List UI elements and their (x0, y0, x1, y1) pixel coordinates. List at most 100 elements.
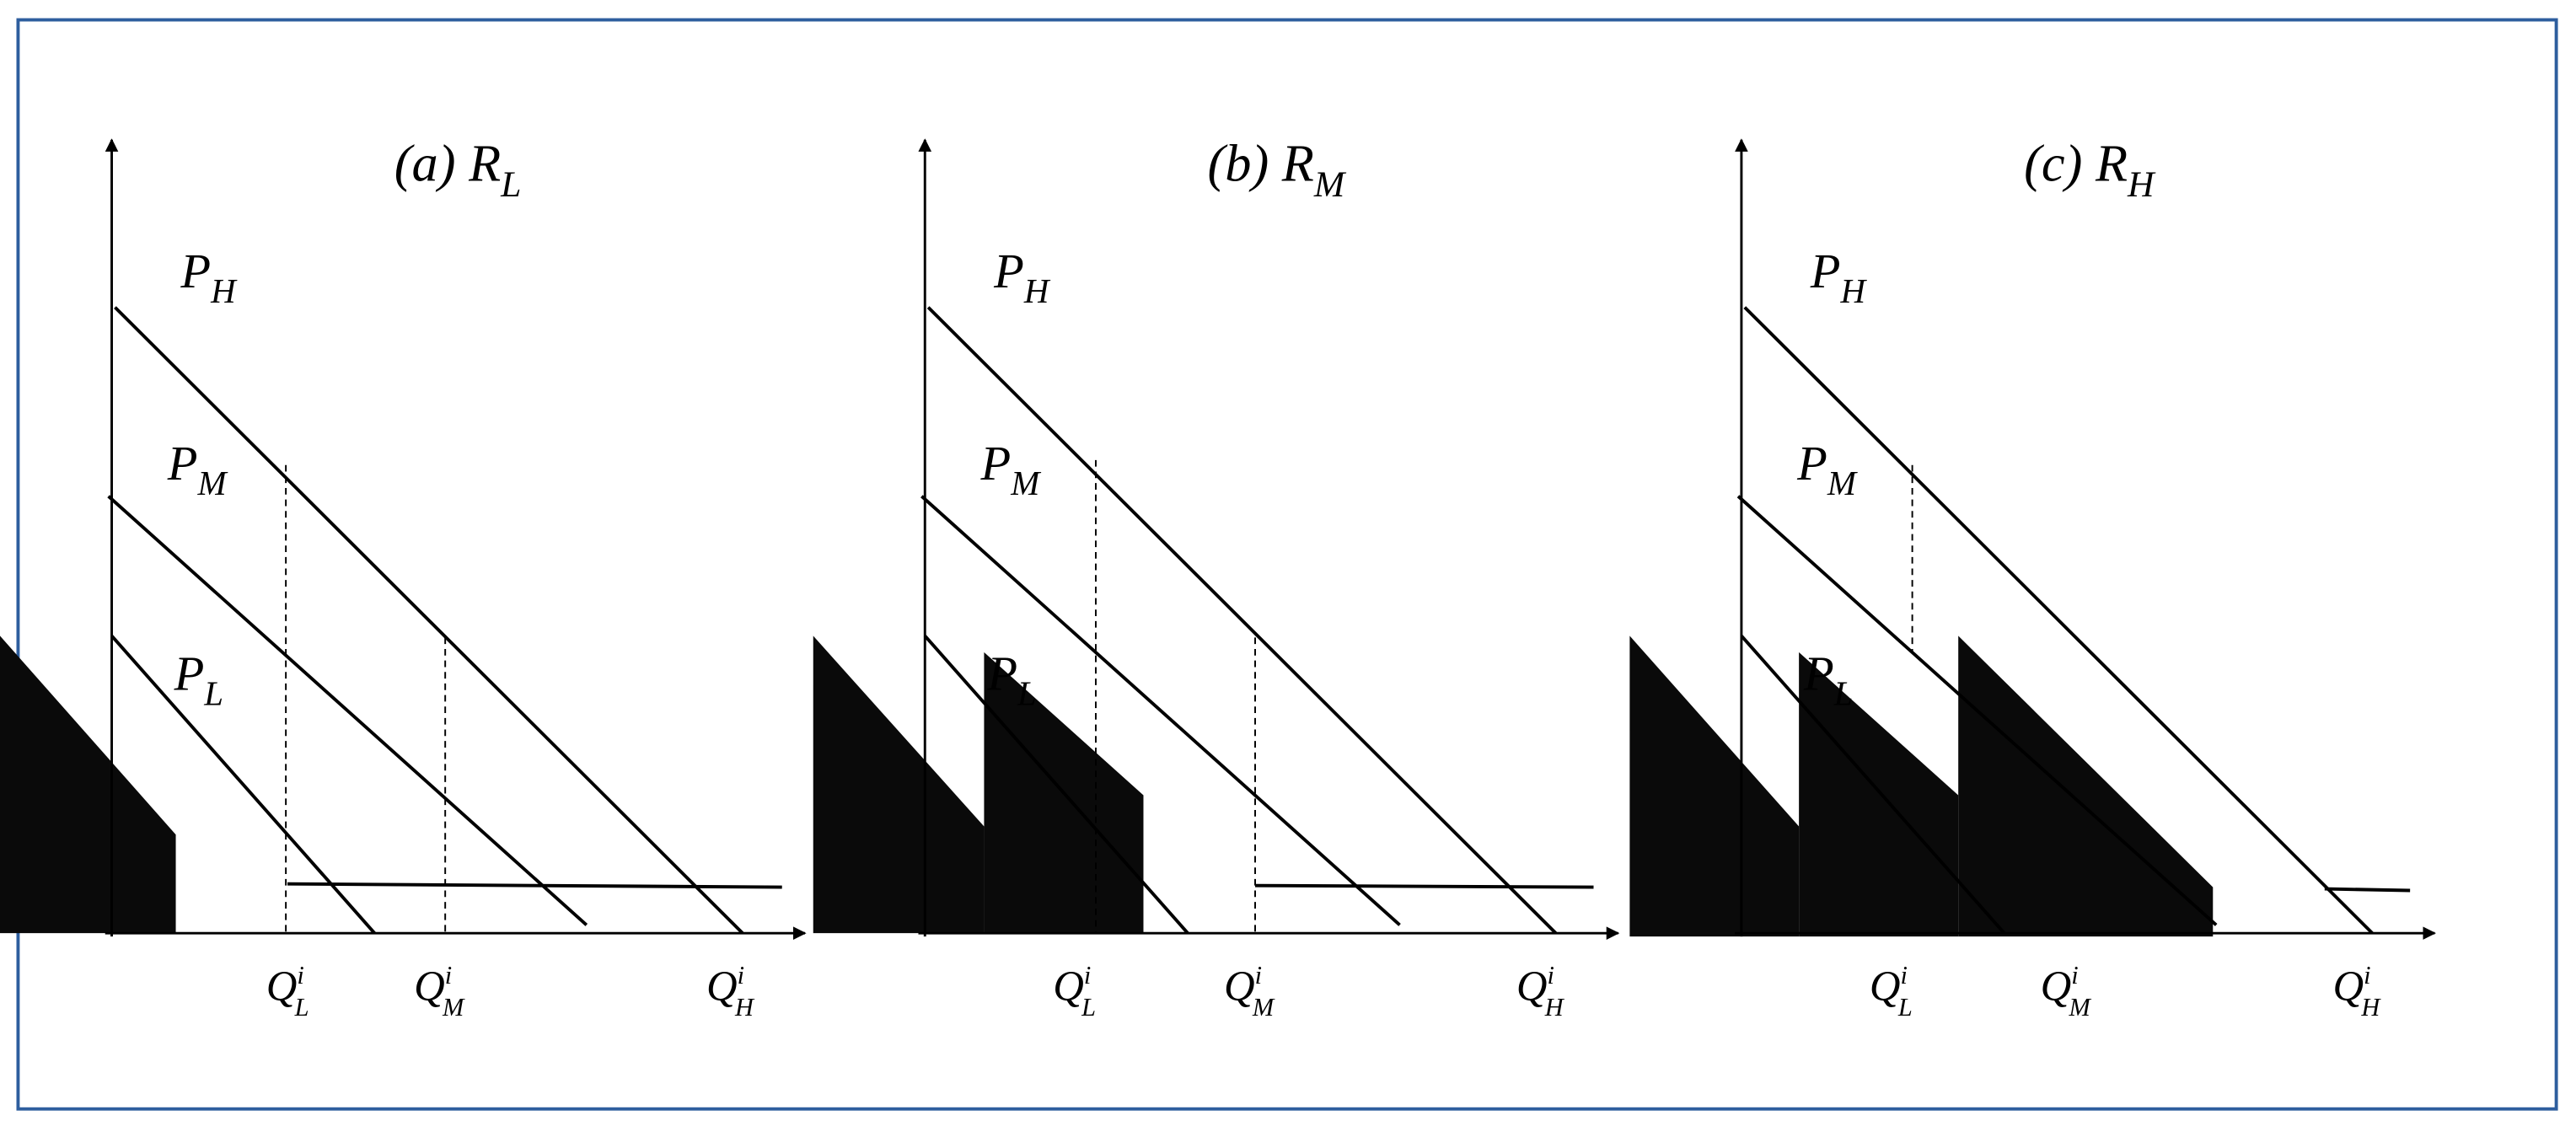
quantity-label: Qi L (1870, 961, 1913, 1022)
label-base: Q (1870, 963, 1901, 1010)
label-base: Q (1224, 963, 1255, 1010)
label-sub: L (1897, 993, 1913, 1022)
label-prefix: (c) (2024, 135, 2082, 193)
label-base: P (980, 436, 1012, 491)
quantity-label: Qi H (1516, 961, 1565, 1022)
demand-line (926, 306, 1558, 935)
label-sup: i (445, 961, 452, 990)
label-sub: H (734, 993, 755, 1022)
label-sub: M (197, 464, 228, 502)
quantity-label: Qi L (1053, 961, 1096, 1022)
label-base: P (180, 244, 211, 298)
shaded-area (813, 636, 985, 934)
label-base: P (167, 436, 198, 491)
curve-label: PL (1803, 646, 1853, 713)
quantity-label: Qi M (414, 961, 465, 1022)
label-sup: i (297, 961, 303, 990)
label-base: Q (2041, 963, 2072, 1010)
label-sub: L (500, 164, 521, 205)
panel (813, 138, 1620, 940)
demand-line (1743, 306, 2374, 935)
quantity-label: Qi L (266, 961, 309, 1022)
label-base: Q (414, 963, 445, 1010)
label-base: Q (266, 963, 298, 1010)
label-sub: H (2127, 164, 2156, 205)
cost-line (287, 882, 782, 889)
demand-line (107, 495, 588, 926)
curve-label: PH (993, 244, 1051, 310)
demand-line (923, 635, 1189, 935)
shaded-area (1958, 636, 2214, 937)
demand-line (1736, 495, 2218, 926)
label-prefix: (a) (394, 135, 456, 193)
label-base: Q (1516, 963, 1548, 1010)
demand-line (114, 306, 744, 935)
curve-label: PL (986, 646, 1036, 713)
cost-line (1255, 883, 1594, 889)
curve-label: PM (980, 436, 1042, 502)
label-sup: i (1084, 961, 1091, 990)
label-base: R (468, 135, 501, 193)
label-base: Q (2333, 963, 2364, 1010)
curve-label: PH (180, 244, 238, 310)
curve-label: PL (174, 646, 223, 713)
label-sub: H (1023, 272, 1051, 310)
label-base: R (1281, 135, 1314, 193)
panel-title: (a) RL (394, 135, 522, 206)
label-sub: M (442, 993, 465, 1022)
panel-title: (b) RM (1208, 135, 1347, 206)
label-sub: H (1839, 272, 1867, 310)
label-sub: L (1017, 674, 1037, 712)
label-sup: i (1255, 961, 1262, 990)
label-sub: L (203, 674, 223, 712)
label-sub: H (210, 272, 238, 310)
label-sub: H (1544, 993, 1565, 1022)
label-sup: i (1548, 961, 1554, 990)
panel-title: (c) RH (2024, 135, 2156, 206)
label-prefix: (b) (1208, 135, 1269, 193)
label-sup: i (2071, 961, 2078, 990)
label-base: P (1803, 646, 1834, 701)
shaded-area (1629, 636, 1800, 937)
quantity-label: Qi M (2041, 961, 2092, 1022)
cost-line (2324, 887, 2411, 893)
label-sub: H (2360, 993, 2381, 1022)
label-sup: i (738, 961, 744, 990)
label-sub: L (1833, 674, 1854, 712)
quantity-label: Qi H (706, 961, 755, 1022)
label-base: Q (1053, 963, 1084, 1010)
quantity-label: Qi H (2333, 961, 2382, 1022)
frame (16, 18, 2558, 1111)
label-sub: L (294, 993, 309, 1022)
label-base: P (174, 646, 205, 701)
label-sub: M (1010, 464, 1041, 502)
demand-line (1740, 635, 2006, 935)
curve-label: PM (167, 436, 228, 502)
panel (0, 138, 807, 940)
label-base: P (1796, 436, 1827, 491)
curve-label: PM (1796, 436, 1858, 502)
demand-line (920, 495, 1401, 926)
label-sup: i (2364, 961, 2370, 990)
quantity-label: Qi M (1224, 961, 1275, 1022)
label-base: P (993, 244, 1024, 298)
label-sub: M (1313, 164, 1347, 205)
label-base: P (1810, 244, 1841, 298)
curve-label: PH (1810, 244, 1868, 310)
label-sub: L (1081, 993, 1096, 1022)
label-base: P (986, 646, 1017, 701)
label-sup: i (1901, 961, 1908, 990)
label-base: Q (706, 963, 738, 1010)
shaded-area (1799, 652, 1959, 937)
label-sub: M (1827, 464, 1858, 502)
label-base: R (2095, 135, 2128, 193)
label-sub: M (2069, 993, 2092, 1022)
panel (1629, 138, 2436, 940)
shaded-area (0, 636, 176, 934)
label-sub: M (1252, 993, 1275, 1022)
